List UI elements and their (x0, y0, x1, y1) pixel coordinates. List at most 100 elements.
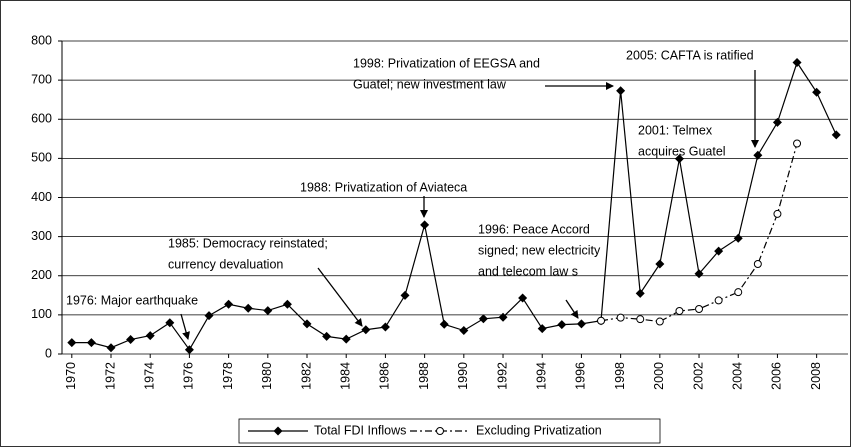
point (773, 209, 782, 218)
point (753, 260, 762, 269)
x-tick-label: 2002 (691, 362, 705, 390)
point (675, 306, 684, 315)
legend-label: Excluding Privatization (476, 423, 602, 437)
point (694, 269, 704, 279)
point (282, 299, 292, 309)
point (145, 331, 155, 341)
x-tick-label: 1986 (378, 362, 392, 390)
annotation-arrow (317, 267, 363, 327)
y-tick-label: 300 (31, 229, 52, 243)
annotation: 1998: Privatization of EEGSA and (353, 56, 540, 70)
y-tick-label: 800 (31, 33, 52, 47)
legend-marker (436, 427, 444, 435)
legend-label: Total FDI Inflows (314, 423, 406, 437)
y-tick-label: 100 (31, 307, 52, 321)
annotation: currency devaluation (168, 257, 283, 271)
legend-box (238, 418, 661, 444)
x-tick-label: 1984 (339, 362, 353, 390)
x-tick-label: 2004 (731, 362, 745, 390)
x-tick-label: 1972 (103, 362, 117, 390)
annotation: Guatel; new investment law (353, 77, 507, 91)
point (302, 319, 312, 329)
point (597, 316, 606, 325)
annotation: 1988: Privatization of Aviateca (300, 180, 467, 194)
y-tick-label: 600 (31, 112, 52, 126)
x-tick-label: 1992 (495, 362, 509, 390)
x-tick-label: 1990 (456, 362, 470, 390)
point (674, 154, 684, 164)
point (518, 293, 528, 303)
point (498, 312, 508, 322)
point (478, 314, 488, 324)
x-tick-label: 1974 (143, 362, 157, 390)
x-tick-label: 1970 (64, 362, 78, 390)
point (67, 338, 77, 348)
point (714, 296, 723, 305)
point (772, 117, 782, 127)
annotation: and telecom law s (478, 264, 578, 278)
point (400, 290, 410, 300)
point (792, 58, 802, 68)
point (126, 335, 136, 345)
x-tick-label: 2000 (652, 362, 666, 390)
annotation: 2005: CAFTA is ratified (626, 48, 754, 62)
point (616, 313, 625, 322)
point (204, 311, 214, 321)
point (655, 317, 664, 326)
point (420, 220, 430, 230)
point (537, 324, 547, 334)
legend-marker (273, 426, 283, 436)
point (263, 306, 273, 316)
series-line (600, 143, 798, 323)
point (106, 343, 116, 353)
series-line (71, 61, 837, 351)
annotation: signed; new electricity (478, 243, 601, 257)
x-tick-label: 1996 (574, 362, 588, 390)
point (635, 288, 645, 298)
x-tick-label: 2006 (770, 362, 784, 390)
point (831, 130, 841, 140)
y-tick-label: 0 (45, 346, 52, 360)
point (753, 150, 763, 160)
point (459, 326, 469, 336)
point (734, 288, 743, 297)
point (695, 305, 704, 314)
annotation: 2001: Telmex (638, 123, 713, 137)
x-tick-label: 1976 (182, 362, 196, 390)
point (243, 303, 253, 313)
annotation: 1985: Democracy reinstated; (168, 236, 328, 250)
x-tick-label: 1982 (299, 362, 313, 390)
point (557, 320, 567, 330)
point (616, 86, 626, 96)
point (655, 259, 665, 269)
annotation: 1976: Major earthquake (66, 293, 198, 307)
y-tick-label: 700 (31, 72, 52, 86)
point (86, 338, 96, 348)
point (224, 299, 234, 309)
point (341, 334, 351, 344)
annotation: 1996: Peace Accord (478, 222, 590, 236)
y-tick-label: 500 (31, 151, 52, 165)
x-tick-label: 1980 (260, 362, 274, 390)
x-tick-label: 1988 (417, 362, 431, 390)
point (361, 325, 371, 335)
point (714, 246, 724, 256)
y-tick-label: 400 (31, 190, 52, 204)
x-tick-label: 1994 (535, 362, 549, 390)
point (165, 318, 175, 328)
point (636, 315, 645, 324)
annotation-arrow (180, 313, 190, 340)
annotation-arrow (565, 299, 579, 319)
y-tick-label: 200 (31, 268, 52, 282)
annotation: acquires Guatel (638, 144, 726, 158)
x-tick-label: 2008 (809, 362, 823, 390)
x-tick-label: 1998 (613, 362, 627, 390)
point (733, 233, 743, 243)
point (439, 319, 449, 329)
point (184, 345, 194, 355)
point (812, 87, 822, 97)
point (793, 139, 802, 148)
point (322, 331, 332, 341)
point (576, 319, 586, 329)
x-tick-label: 1978 (221, 362, 235, 390)
